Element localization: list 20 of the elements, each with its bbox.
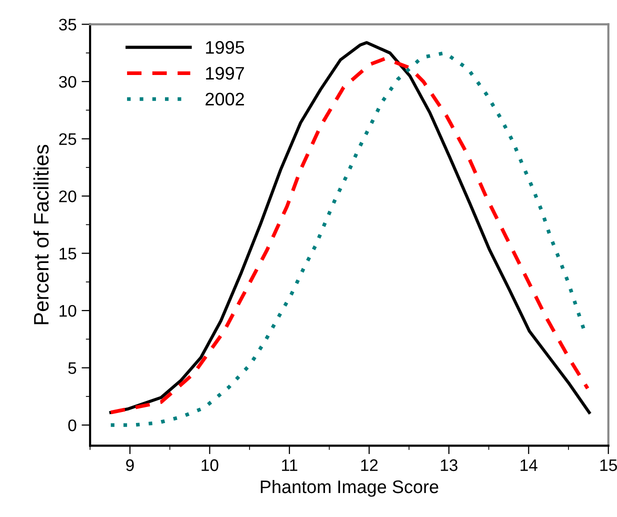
y-tick-label: 35 — [58, 18, 76, 30]
y-axis-title: Percent of Facilities — [33, 144, 49, 324]
x-tick-label: 13 — [440, 459, 458, 472]
x-tick-label: 11 — [282, 459, 298, 471]
y-tick-label: 0 — [68, 419, 76, 432]
legend-label: 1997 — [206, 66, 244, 80]
y-tick-label: 10 — [60, 304, 76, 317]
y-tick-label: 15 — [60, 248, 76, 260]
x-tick-label: 9 — [126, 459, 134, 472]
x-tick-label: 12 — [361, 459, 378, 471]
x-tick-label: 15 — [600, 459, 617, 472]
legend-label: 1995 — [206, 41, 244, 54]
x-axis-title: Phantom Image Score — [260, 480, 438, 497]
y-tick-label: 20 — [59, 190, 76, 202]
x-tick-label: 14 — [520, 459, 538, 471]
y-tick-label: 5 — [68, 362, 76, 374]
legend-label: 2002 — [206, 92, 244, 106]
y-tick-label: 25 — [59, 133, 76, 145]
x-tick-label: 10 — [202, 459, 218, 472]
y-tick-label: 30 — [58, 76, 76, 88]
